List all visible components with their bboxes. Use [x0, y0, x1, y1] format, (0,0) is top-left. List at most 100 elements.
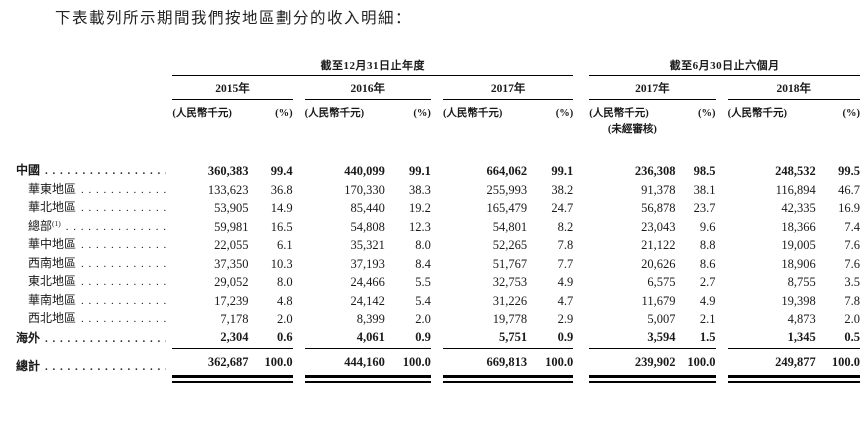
column-spacer	[293, 310, 305, 329]
percent-cell: 38.1	[693, 182, 716, 197]
percent-cell: 4.8	[277, 293, 293, 308]
amount-cell: 19,778	[492, 312, 528, 326]
column-spacer	[573, 236, 589, 255]
table-row: 華東地區 133,623 36.8 170,330 38.3 255,993 38.2 91,…	[16, 181, 860, 200]
unit-label: (人民幣千元)	[442, 108, 503, 119]
table-row: 東北地區 29,052 8.0 24,466 5.5 32,753 4.9 6,575 2.7 8…	[16, 273, 860, 292]
amount-cell: 29,052	[214, 275, 249, 289]
amount-cell: 53,905	[214, 201, 249, 215]
column-spacer	[293, 273, 305, 292]
percent-cell: 4.7	[557, 293, 574, 308]
percent-cell: 5.4	[415, 293, 431, 308]
region-label: 海外	[16, 329, 172, 349]
column-spacer	[293, 218, 305, 237]
percent-cell: 12.3	[409, 219, 431, 234]
percent-label: (%)	[698, 108, 716, 119]
amount-cell: 1,345	[727, 328, 816, 349]
dot-leader	[66, 218, 167, 237]
dot-leader	[81, 236, 166, 255]
percent-label: (%)	[275, 108, 293, 119]
column-spacer	[431, 236, 443, 255]
percent-cell: 23.7	[693, 201, 716, 215]
unit-label-unaudited: (人民幣千元) (未經審核)	[589, 100, 675, 163]
percent-cell: 8.6	[699, 256, 716, 271]
amount-cell: 19,398	[781, 293, 816, 308]
percent-cell: 7.6	[844, 238, 860, 252]
column-spacer	[431, 255, 443, 274]
percent-cell: 9.6	[699, 219, 716, 234]
region-name: 總部(1)	[28, 218, 61, 233]
table-row: 西南地區 37,350 10.3 37,193 8.4 51,767 7.7 20,626 8.…	[16, 255, 860, 274]
column-spacer	[293, 199, 305, 218]
column-spacer	[293, 181, 305, 200]
amount-cell: 54,801	[492, 219, 528, 234]
corner-cell	[16, 76, 172, 100]
region-label: 西北地區	[16, 310, 172, 329]
year-header-2017: 2017年	[442, 75, 574, 100]
percent-cell: 3.5	[844, 275, 860, 289]
table-row: 總計362,687100.0444,160100.0669,813100.023…	[16, 348, 860, 382]
percent-cell: 2.9	[557, 312, 574, 326]
percent-cell: 99.1	[551, 164, 574, 178]
period-header-annual: 截至12月31日止年度	[172, 59, 574, 76]
column-spacer	[293, 349, 305, 377]
percent-cell: 2.1	[699, 312, 716, 326]
amount-cell: 18,366	[781, 219, 816, 234]
column-spacer	[573, 59, 589, 76]
column-spacer	[573, 273, 589, 292]
percent-cell: 0.5	[815, 328, 860, 349]
percent-cell: 7.7	[557, 256, 574, 271]
column-spacer	[431, 76, 443, 100]
amount-cell: 8,755	[787, 275, 816, 289]
percent-cell: 10.3	[270, 256, 293, 271]
amount-cell: 37,350	[214, 256, 249, 271]
percent-cell: 5.5	[415, 275, 431, 289]
region-label: 總部(1)	[16, 218, 172, 237]
percent-cell: 100.0	[248, 348, 293, 382]
column-spacer	[716, 349, 728, 377]
percent-cell: 1.5	[675, 328, 716, 349]
table-row: 中國 360,383 99.4 440,099 99.1 664,062 99.1 236,3…	[16, 162, 860, 181]
column-spacer	[573, 329, 589, 349]
unit-label: (人民幣千元)	[589, 108, 649, 119]
amount-cell: 165,479	[486, 201, 528, 215]
percent-cell: 38.3	[409, 182, 431, 197]
column-spacer	[716, 273, 728, 292]
amount-cell: 7,178	[220, 312, 249, 326]
percent-cell: 4.9	[699, 293, 716, 308]
amount-cell: 669,813	[442, 348, 528, 382]
footnote-marker: (1)	[52, 218, 61, 228]
column-spacer	[431, 329, 443, 349]
amount-cell: 42,335	[781, 201, 816, 215]
column-spacer	[573, 292, 589, 311]
amount-cell: 4,061	[304, 328, 385, 349]
table-row: 華北地區 53,905 14.9 85,440 19.2 165,479 24.7 56,87…	[16, 199, 860, 218]
amount-cell: 8,399	[356, 312, 385, 326]
column-spacer	[716, 255, 728, 274]
dot-leader	[81, 292, 166, 311]
amount-cell: 24,142	[350, 293, 385, 308]
amount-cell: 51,767	[492, 256, 528, 271]
column-spacer	[431, 292, 443, 311]
percent-cell: 7.8	[557, 238, 574, 252]
percent-cell: 4.9	[557, 275, 574, 289]
column-spacer	[716, 181, 728, 200]
amount-cell: 17,239	[214, 293, 249, 308]
amount-cell: 362,687	[172, 348, 249, 382]
amount-cell: 664,062	[486, 164, 528, 178]
region-name: 華南地區	[28, 292, 77, 307]
percent-cell: 8.0	[277, 275, 293, 289]
table-body: 中國 360,383 99.4 440,099 99.1 664,062 99.1 236,3…	[16, 162, 860, 382]
amount-cell: 255,993	[486, 182, 528, 197]
amount-cell: 37,193	[350, 256, 385, 271]
corner-cell	[16, 100, 172, 163]
percent-cell: 0.9	[527, 328, 574, 349]
unit-label: (人民幣千元)	[727, 108, 788, 119]
dot-leader	[81, 255, 166, 274]
percent-cell: 16.9	[838, 201, 860, 215]
amount-cell: 23,043	[641, 219, 676, 234]
region-name: 華中地區	[28, 237, 77, 251]
table-header: 截至12月31日止年度 截至6月30日止六個月 2015年 2016年 2017…	[16, 59, 860, 162]
column-spacer	[573, 218, 589, 237]
percent-cell: 100.0	[675, 348, 716, 382]
